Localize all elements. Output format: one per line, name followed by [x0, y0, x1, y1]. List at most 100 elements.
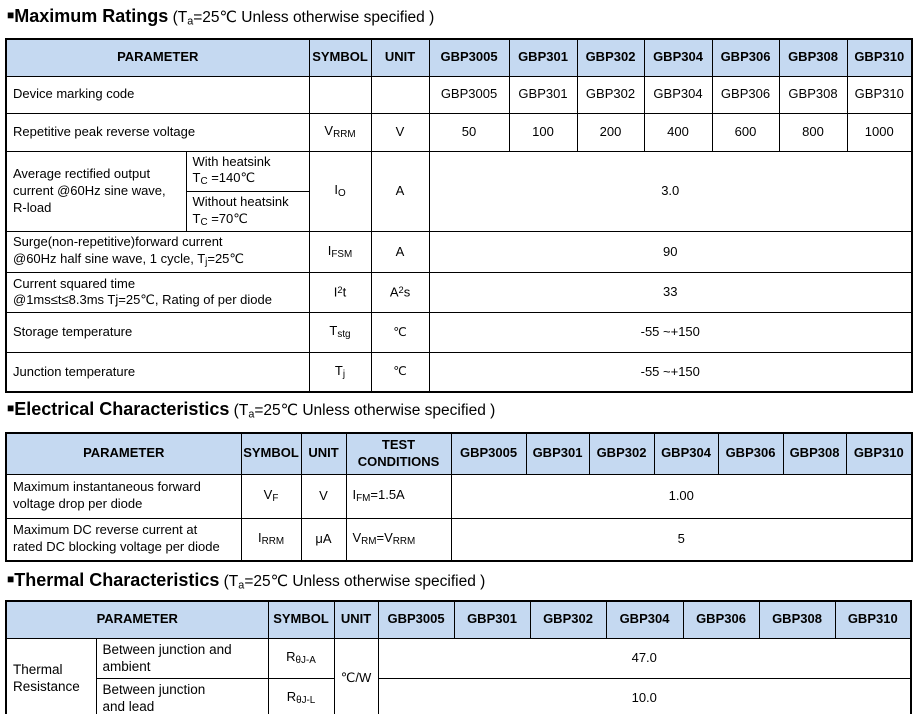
row-current-squared-time: Current squared time @1ms≤t≤8.3ms Tj=25℃,…	[5, 271, 913, 313]
bullet-square-icon: ■	[7, 401, 15, 415]
header-cell-gbp3005: GBP3005	[377, 600, 455, 639]
row-average-rectified-output-current-2: Without heatsink TC =70℃	[6, 190, 912, 233]
header-row: PARAMETER SYMBOL UNIT TEST CONDITIONS GBP…	[5, 432, 913, 475]
unit-cell: V	[300, 473, 347, 519]
header-cell-gbp302: GBP302	[576, 38, 645, 77]
header-cell-gbp301: GBP301	[453, 600, 531, 639]
header-row: PARAMETER SYMBOL UNIT GBP3005 GBP301 GBP…	[5, 600, 912, 639]
section-title-text: Thermal Characteristics	[14, 570, 220, 590]
value-cell: 3.0	[428, 150, 913, 233]
header-cell-gbp306: GBP306	[682, 600, 760, 639]
symbol-cell: Tj	[308, 351, 372, 393]
header-cell-gbp308: GBP308	[782, 432, 847, 475]
device-value-cell: GBP308	[778, 75, 848, 114]
header-cell-gbp306: GBP306	[717, 432, 784, 475]
section-title-condition: (Ta=25℃ Unless otherwise specified )	[219, 573, 486, 592]
header-cell-test-conditions: TEST CONDITIONS	[345, 432, 452, 475]
header-cell-gbp308: GBP308	[758, 600, 836, 639]
param-group-cell: Thermal Resistance	[5, 637, 97, 714]
header-cell-gbp310: GBP310	[845, 432, 913, 475]
device-value-cell: GBP304	[643, 75, 713, 114]
header-cell-gbp301: GBP301	[525, 432, 590, 475]
param-cell: Maximum DC reverse current at rated DC bl…	[5, 517, 242, 562]
unit-cell	[370, 75, 430, 114]
maximum-ratings-table: PARAMETER SYMBOL UNIT GBP3005 GBP301 GBP…	[5, 38, 913, 394]
unit-cell: ℃/W	[333, 637, 379, 714]
header-cell-gbp302: GBP302	[529, 600, 607, 639]
section-title-condition: (Ta=25℃ Unless otherwise specified )	[168, 9, 435, 28]
symbol-cell	[308, 75, 372, 114]
param-cell: Between junction and ambient	[95, 637, 269, 679]
section-title-text: Maximum Ratings	[14, 6, 169, 26]
symbol-cell: RθJ-A	[267, 637, 335, 679]
row-average-rectified-output-current: Average rectified output current @60Hz s…	[5, 150, 913, 233]
unit-cell: ℃	[370, 351, 430, 393]
header-cell-gbp310: GBP310	[846, 38, 913, 77]
device-value-cell: GBP301	[508, 75, 578, 114]
header-cell-gbp304: GBP304	[653, 432, 719, 475]
header-cell-parameter: PARAMETER	[5, 38, 310, 77]
value-cell: -55 ~+150	[428, 311, 913, 353]
device-value-cell: GBP310	[846, 75, 913, 114]
section-title-text: Electrical Characteristics	[14, 399, 230, 419]
symbol-cell: Tstg	[308, 311, 372, 353]
header-cell-parameter: PARAMETER	[5, 600, 269, 639]
row-junction-temperature: Junction temperature Tj ℃ -55 ~+150	[5, 351, 913, 393]
unit-cell: μA	[300, 517, 347, 562]
header-cell-symbol: SYMBOL	[267, 600, 335, 639]
row-thermal-resistance-junction-lead: Between junction and lead RθJ-L 10.0	[6, 677, 912, 714]
condition-subcell-with-heatsink: With heatsink TC =140℃	[185, 150, 310, 192]
device-value-cell: GBP3005	[428, 75, 510, 114]
header-cell-gbp304: GBP304	[605, 600, 684, 639]
value-cell: 10.0	[377, 677, 912, 714]
section-title-electrical-characteristics: ■Electrical Characteristics (Ta=25℃ Unle…	[7, 399, 495, 421]
header-cell-symbol: SYMBOL	[308, 38, 372, 77]
symbol-cell: RθJ-L	[267, 677, 335, 714]
row-storage-temperature: Storage temperature Tstg ℃ -55 ~+150	[5, 311, 913, 353]
header-cell-parameter: PARAMETER	[5, 432, 242, 475]
header-cell-gbp308: GBP308	[778, 38, 848, 77]
header-cell-gbp304: GBP304	[643, 38, 713, 77]
section-title-condition: (Ta=25℃ Unless otherwise specified )	[229, 402, 496, 421]
header-cell-unit: UNIT	[370, 38, 430, 77]
test-conditions-cell: VRM=VRRM	[345, 517, 452, 562]
header-cell-gbp3005: GBP3005	[428, 38, 510, 77]
unit-cell: A2s	[370, 271, 430, 313]
param-cell: Average rectified output current @60Hz s…	[5, 150, 187, 233]
param-cell: Repetitive peak reverse voltage	[5, 112, 310, 152]
symbol-cell: VRRM	[308, 112, 372, 152]
symbol-cell: IO	[308, 150, 372, 233]
row-thermal-resistance-junction-ambient: Thermal Resistance Between junction and am…	[5, 637, 912, 714]
row-dc-reverse-current: Maximum DC reverse current at rated DC bl…	[5, 517, 913, 562]
device-value-cell: 600	[711, 112, 780, 152]
value-cell: 33	[428, 271, 913, 313]
bullet-square-icon: ■	[7, 572, 15, 586]
header-cell-gbp3005: GBP3005	[450, 432, 527, 475]
header-cell-gbp301: GBP301	[508, 38, 578, 77]
device-value-cell: GBP306	[711, 75, 780, 114]
unit-cell: ℃	[370, 311, 430, 353]
param-cell: Storage temperature	[5, 311, 310, 353]
value-cell: 90	[428, 231, 913, 273]
thermal-characteristics-table: PARAMETER SYMBOL UNIT GBP3005 GBP301 GBP…	[5, 600, 912, 714]
test-conditions-cell: IFM=1.5A	[345, 473, 452, 519]
symbol-cell: IFSM	[308, 231, 372, 273]
device-value-cell: 200	[576, 112, 645, 152]
unit-cell: V	[370, 112, 430, 152]
device-value-cell: 400	[643, 112, 713, 152]
device-value-cell: GBP302	[576, 75, 645, 114]
value-cell: 1.00	[450, 473, 913, 519]
device-value-cell: 1000	[846, 112, 913, 152]
param-cell: Maximum instantaneous forward voltage dro…	[5, 473, 242, 519]
row-forward-voltage-drop: Maximum instantaneous forward voltage dro…	[5, 473, 913, 519]
section-title-thermal-characteristics: ■Thermal Characteristics (Ta=25℃ Unless …	[7, 570, 485, 592]
row-surge-forward-current: Surge(non-repetitive)forward current @60H…	[5, 231, 913, 273]
header-cell-unit: UNIT	[333, 600, 379, 639]
header-cell-symbol: SYMBOL	[240, 432, 302, 475]
symbol-cell: I2t	[308, 271, 372, 313]
header-cell-unit: UNIT	[300, 432, 347, 475]
bullet-square-icon: ■	[7, 8, 15, 22]
param-cell: Between junction and lead	[95, 677, 269, 714]
header-row: PARAMETER SYMBOL UNIT GBP3005 GBP301 GBP…	[5, 38, 913, 77]
section-title-maximum-ratings: ■Maximum Ratings (Ta=25℃ Unless otherwis…	[7, 6, 434, 28]
